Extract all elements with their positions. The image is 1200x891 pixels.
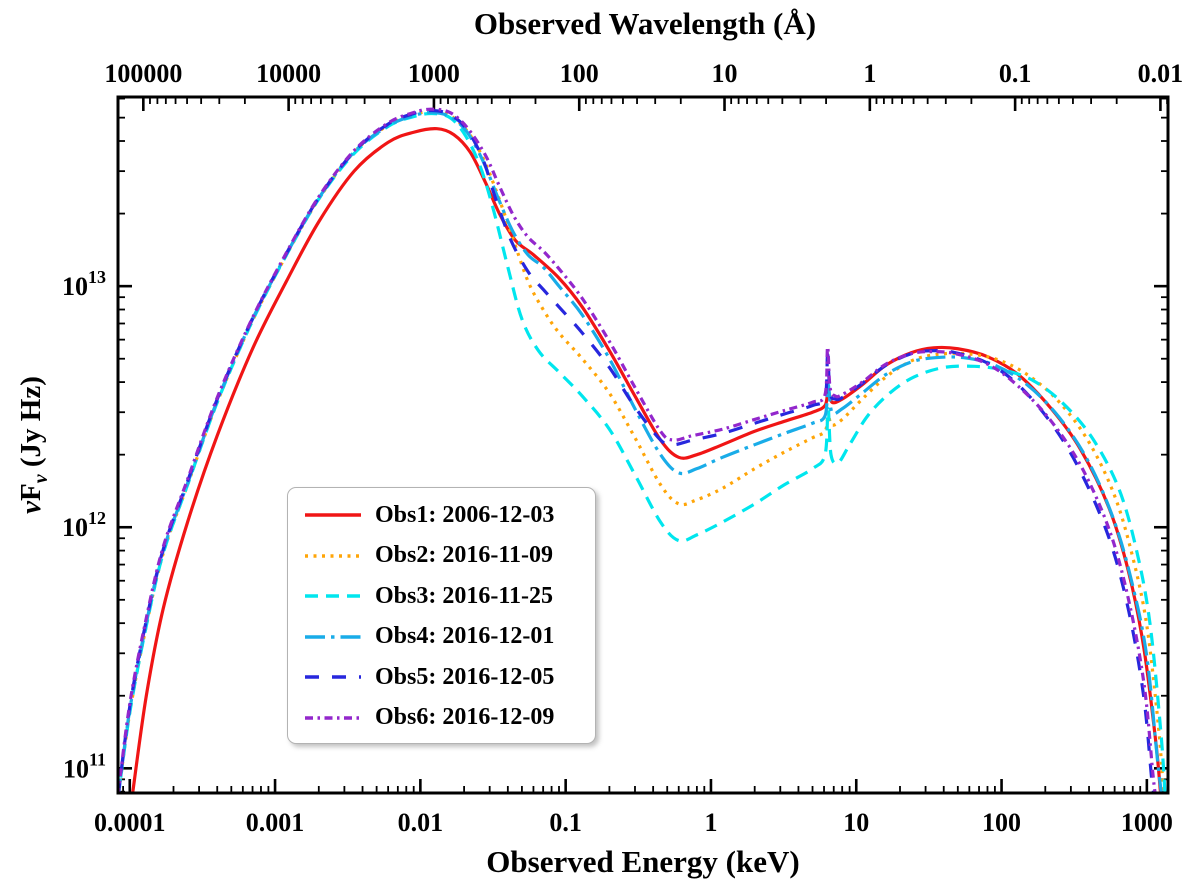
y-title-nu: ν xyxy=(15,500,47,514)
legend-line-sample-obs6 xyxy=(305,716,361,720)
legend-label-obs4: Obs4: 2016-12-01 xyxy=(375,623,555,650)
y-tick-label: 1011 xyxy=(63,749,106,783)
y-tick-label: 1012 xyxy=(62,508,106,542)
x-tick-label: 1 xyxy=(704,808,717,837)
legend-item-obs2: Obs2: 2016-11-09 xyxy=(304,536,595,577)
legend-line-sample-obs2 xyxy=(305,554,361,558)
top-tick-label: 1000 xyxy=(408,59,460,88)
curve-obs2 xyxy=(118,109,1166,793)
top-tick-label: 100000 xyxy=(104,59,182,88)
top-axis-title: Observed Wavelength (Å) xyxy=(474,6,816,41)
y-tick-label: 1013 xyxy=(62,267,106,301)
x-axis-title: Observed Energy (keV) xyxy=(486,844,799,879)
x-tick-label: 0.001 xyxy=(246,808,305,837)
legend-box: Obs1: 2006-12-03 Obs2: 2016-11-09 Obs3: 20… xyxy=(287,487,596,744)
legend-label-obs1: Obs1: 2006-12-03 xyxy=(375,501,555,528)
legend-line-sample-obs3 xyxy=(305,594,361,598)
axis-tick-labels: 0.0001 0.001 0.01 0.1 1 10 100 1000 100000 10000 1… xyxy=(62,59,1183,837)
x-tick-label: 1000 xyxy=(1121,808,1173,837)
legend-label-obs2: Obs2: 2016-11-09 xyxy=(375,542,554,569)
legend-label-obs6: Obs6: 2016-12-09 xyxy=(375,704,555,731)
curve-obs3 xyxy=(118,111,1167,793)
y-title-F: F xyxy=(15,483,47,501)
top-tick-label: 10 xyxy=(712,59,738,88)
x-tick-label: 0.0001 xyxy=(94,808,166,837)
plot-frame xyxy=(116,95,1170,795)
top-tick-label: 10000 xyxy=(256,59,321,88)
y-title-sub-nu: ν xyxy=(30,473,52,483)
legend-item-obs3: Obs3: 2016-11-25 xyxy=(304,576,595,617)
top-tick-label: 0.01 xyxy=(1138,59,1184,88)
legend-item-obs4: Obs4: 2016-12-01 xyxy=(304,617,595,658)
legend-item-obs6: Obs6: 2016-12-09 xyxy=(304,698,595,739)
x-tick-label: 100 xyxy=(982,808,1021,837)
legend-label-obs5: Obs5: 2016-12-05 xyxy=(375,663,555,690)
curve-obs6 xyxy=(118,107,1157,793)
x-tick-label: 0.01 xyxy=(398,808,444,837)
axis-ticks xyxy=(118,97,1168,793)
curve-obs5 xyxy=(118,108,1156,793)
y-title-units: (Jy Hz) xyxy=(15,376,47,474)
legend-item-obs1: Obs1: 2006-12-03 xyxy=(304,495,595,536)
legend-line-sample-obs5 xyxy=(305,675,361,679)
x-tick-label: 10 xyxy=(843,808,869,837)
top-tick-label: 1 xyxy=(863,59,876,88)
curve-obs1 xyxy=(131,127,1163,792)
x-tick-label: 0.1 xyxy=(549,808,582,837)
legend-item-obs5: Obs5: 2016-12-05 xyxy=(304,657,595,698)
legend-line-sample-obs4 xyxy=(305,635,361,639)
legend-line-sample-obs1 xyxy=(305,513,361,517)
spectra-curves xyxy=(118,107,1167,793)
top-tick-label: 100 xyxy=(560,59,599,88)
curve-obs4 xyxy=(118,110,1163,793)
top-tick-label: 0.1 xyxy=(999,59,1032,88)
y-axis-title: νFν (Jy Hz) xyxy=(15,376,52,514)
legend-label-obs3: Obs3: 2016-11-25 xyxy=(375,582,554,609)
